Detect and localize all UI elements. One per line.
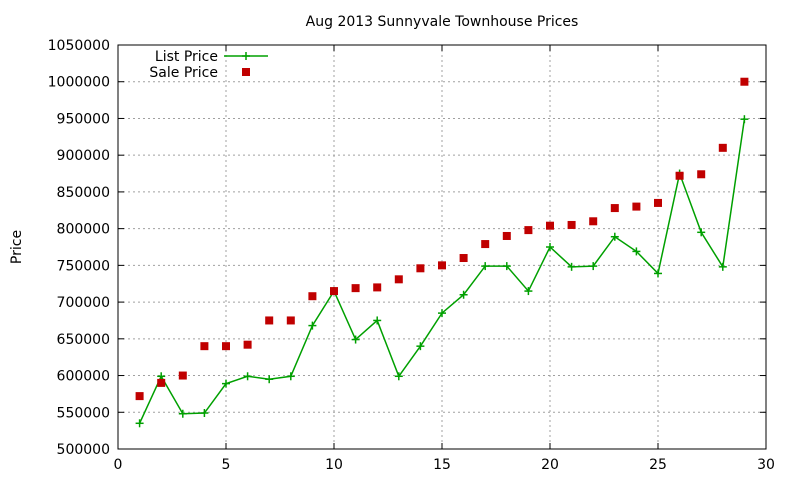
sale-price-point (502, 231, 511, 240)
x-tick-label: 10 (325, 457, 343, 473)
x-tick-label: 20 (541, 457, 559, 473)
legend-cross-swatch (242, 52, 250, 60)
sale-price-point (286, 316, 295, 325)
x-tick-label: 0 (114, 457, 123, 473)
list-price-point (135, 419, 144, 428)
list-price-point (286, 372, 295, 381)
sale-price-point (610, 204, 619, 213)
sale-price-point (567, 220, 576, 229)
list-price-point (222, 379, 230, 388)
sale-price-point (589, 217, 598, 226)
sale-price-point (654, 198, 662, 207)
axis-ticks: 500000 550000 600000 650000 700000 750000 8000… (48, 38, 775, 473)
sale-price-point (330, 287, 338, 296)
list-price-point (308, 321, 317, 330)
list-price-point (697, 228, 706, 237)
sale-price-point (632, 202, 641, 211)
list-price-point (632, 247, 641, 256)
list-price-point (178, 409, 187, 418)
list-price-point (546, 243, 554, 251)
sale-price-point (222, 342, 230, 351)
list-price-point (394, 372, 403, 381)
list-price-point (459, 290, 468, 299)
sale-price-point (157, 378, 166, 387)
list-price-point (610, 232, 619, 241)
y-tick-label: 750000 (57, 258, 110, 274)
sale-price-point (351, 284, 360, 293)
y-tick-label: 1000000 (48, 75, 110, 91)
y-tick-label: 600000 (57, 369, 110, 385)
y-tick-label: 550000 (57, 405, 110, 421)
legend-label: Sale Price (149, 65, 218, 81)
y-axis-label: Price (9, 230, 25, 264)
sale-price-point (740, 77, 749, 86)
sale-price-point (394, 275, 403, 284)
legend-label: List Price (155, 49, 218, 65)
chart-title: Aug 2013 Sunnyvale Townhouse Prices (306, 14, 579, 30)
list-price-point (567, 262, 576, 271)
sale-price-point (373, 283, 382, 292)
sale-price-point (546, 221, 554, 230)
list-price-point (265, 375, 274, 384)
plot-frame (117, 44, 767, 450)
y-tick-label: 850000 (57, 185, 110, 201)
list-price-point (416, 342, 425, 351)
y-tick-label: 700000 (57, 295, 110, 311)
y-tick-label: 500000 (57, 442, 110, 458)
list-price-point (373, 316, 382, 325)
sale-price-point (459, 254, 468, 263)
x-tick-label: 15 (433, 457, 451, 473)
sale-price-point (200, 342, 209, 351)
sale-price-point (438, 261, 446, 270)
x-tick-label: 30 (757, 457, 775, 473)
legend-square-swatch (242, 68, 250, 76)
list-price-point (200, 409, 209, 418)
y-tick-label: 800000 (57, 222, 110, 238)
list-price-point (524, 287, 533, 296)
list-price-point (351, 335, 360, 344)
list-price-point (502, 262, 511, 271)
list-price-point (740, 115, 749, 124)
x-tick-label: 25 (649, 457, 667, 473)
y-tick-label: 650000 (57, 332, 110, 348)
sale-price-point (718, 143, 727, 152)
list-price-point (481, 262, 490, 271)
x-tick-label: 5 (222, 457, 231, 473)
sale-price-point (416, 264, 425, 273)
sale-price-point (178, 371, 187, 380)
sale-price-point (308, 292, 317, 301)
list-price-point (654, 269, 662, 278)
list-price-point (438, 309, 446, 318)
series-layer (135, 77, 749, 428)
sale-price-point (135, 392, 144, 401)
sale-price-point (697, 170, 706, 179)
y-tick-label: 900000 (57, 148, 110, 164)
list-price-point (718, 262, 727, 271)
grid (118, 45, 766, 449)
sale-price-point (265, 316, 274, 325)
sale-price-point (481, 240, 490, 249)
sale-price-point (243, 340, 252, 349)
list-price-point (589, 262, 598, 271)
sale-price-point (524, 226, 533, 235)
y-tick-label: 950000 (57, 111, 110, 127)
y-tick-label: 1050000 (48, 38, 110, 54)
list-price-point (243, 372, 252, 381)
sale-price-point (675, 171, 684, 180)
